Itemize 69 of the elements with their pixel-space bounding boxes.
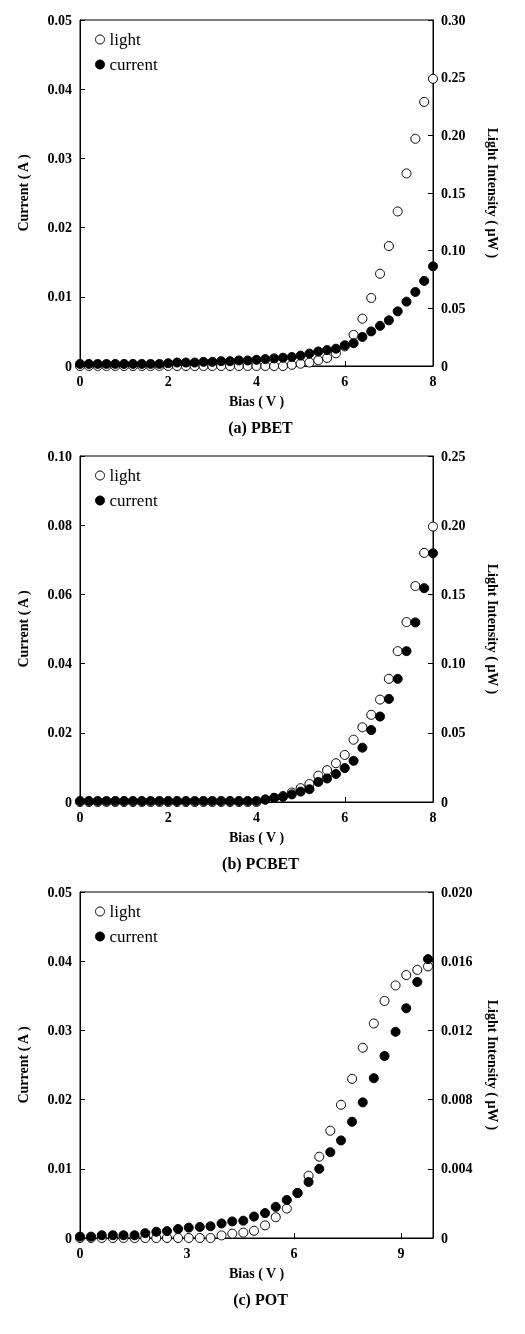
legend-label: light	[109, 902, 141, 921]
y-tick-label: 0.06	[47, 586, 72, 602]
x-axis-title: Bias ( V )	[228, 393, 285, 410]
y2-axis-title: Light Intensity ( μW )	[483, 999, 500, 1131]
x-axis-title: Bias ( V )	[228, 829, 285, 846]
y2-tick-label: 0.05	[441, 300, 466, 316]
y2-tick-label: 0.25	[441, 448, 466, 464]
y-tick-label: 0.03	[47, 150, 72, 166]
y2-tick-label: 0.20	[441, 517, 466, 533]
legend-label: current	[109, 55, 158, 74]
y2-tick-label: 0.004	[441, 1161, 473, 1177]
x-tick-label: 6	[341, 809, 349, 825]
y2-tick-label: 0.10	[441, 656, 466, 672]
y2-tick-label: 0.15	[441, 586, 466, 602]
x-tick-label: 2	[164, 373, 172, 389]
y2-tick-label: 0.20	[441, 127, 466, 143]
y2-tick-label: 0.30	[441, 12, 466, 28]
x-tick-label: 3	[183, 1245, 191, 1261]
x-tick-label: 8	[429, 809, 437, 825]
x-tick-label: 4	[253, 809, 260, 825]
y2-tick-label: 0.020	[441, 884, 473, 900]
y-axis-title: Current ( A )	[15, 154, 32, 232]
y-tick-label: 0.01	[47, 1161, 72, 1177]
y2-tick-label: 0.05	[441, 725, 466, 741]
y-tick-label: 0.02	[47, 1092, 72, 1108]
x-axis-title: Bias ( V )	[228, 1265, 285, 1282]
y-tick-label: 0.10	[47, 448, 72, 464]
y-tick-label: 0.04	[47, 953, 72, 969]
legend-label: light	[109, 30, 141, 49]
text: (b) PCBET	[222, 854, 300, 873]
legend-label: light	[109, 466, 141, 485]
x-tick-label: 0	[76, 373, 84, 389]
text: (a) PBET	[228, 418, 294, 437]
y-tick-label: 0.05	[47, 12, 72, 28]
y-tick-label: 0	[65, 358, 72, 374]
y2-tick-label: 0	[441, 1230, 448, 1246]
legend-label: current	[109, 927, 158, 946]
y2-tick-label: 0	[441, 358, 448, 374]
y2-tick-label: 0.008	[441, 1092, 473, 1108]
y-axis-title: Current ( A )	[15, 590, 32, 668]
legend-label: current	[109, 491, 158, 510]
text: (c) POT	[233, 1290, 289, 1309]
y-tick-label: 0.05	[47, 884, 72, 900]
y2-axis-title: Light Intensity ( μW )	[483, 127, 500, 259]
x-tick-label: 6	[290, 1245, 298, 1261]
x-tick-label: 8	[429, 373, 437, 389]
y2-tick-label: 0.10	[441, 243, 466, 259]
y2-axis-title: Light Intensity ( μW )	[483, 563, 500, 695]
y2-tick-label: 0.016	[441, 953, 473, 969]
y-tick-label: 0.02	[47, 220, 72, 236]
x-tick-label: 4	[253, 373, 260, 389]
y2-tick-label: 0.012	[441, 1022, 473, 1038]
y-tick-label: 0.03	[47, 1022, 72, 1038]
y-tick-label: 0.08	[47, 517, 72, 533]
y2-tick-label: 0	[441, 794, 448, 810]
y-tick-label: 0	[65, 1230, 72, 1246]
y2-tick-label: 0.15	[441, 185, 466, 201]
x-tick-label: 0	[76, 809, 84, 825]
y-tick-label: 0.04	[47, 656, 72, 672]
y2-tick-label: 0.25	[441, 70, 466, 86]
y-tick-label: 0	[65, 794, 72, 810]
x-tick-label: 0	[76, 1245, 84, 1261]
x-tick-label: 6	[341, 373, 349, 389]
x-tick-label: 9	[397, 1245, 405, 1261]
x-tick-label: 2	[164, 809, 172, 825]
y-tick-label: 0.01	[47, 289, 72, 305]
y-tick-label: 0.02	[47, 725, 72, 741]
y-tick-label: 0.04	[47, 81, 72, 97]
y-axis-title: Current ( A )	[15, 1026, 32, 1104]
